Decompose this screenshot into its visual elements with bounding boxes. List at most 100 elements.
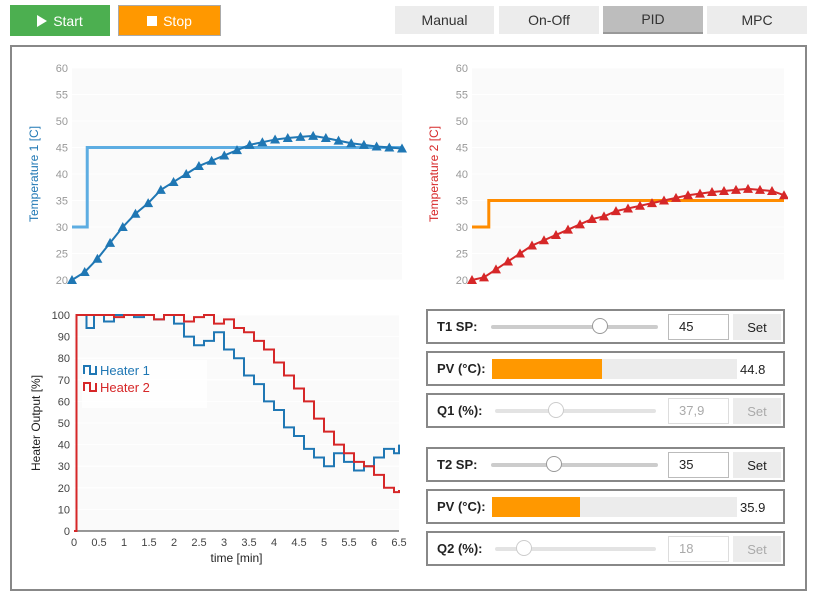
t2-sp-input[interactable]: 35 — [668, 452, 729, 478]
data-point — [193, 161, 204, 171]
x-tick-label: 0 — [71, 537, 77, 549]
t2-sp-slider-knob[interactable] — [546, 456, 563, 472]
data-point — [515, 248, 525, 258]
data-point — [219, 150, 230, 160]
pv1-label: PV (°C): — [437, 361, 486, 376]
y-tick-label: 50 — [456, 116, 468, 128]
x-tick-label: 0.5 — [91, 537, 106, 549]
mode-tab-label: On-Off — [528, 12, 570, 28]
t1-sp-slider[interactable] — [491, 318, 658, 334]
data-point — [539, 235, 549, 245]
mode-tab-manual[interactable]: Manual — [395, 6, 494, 34]
y-tick-label: 45 — [56, 143, 68, 155]
data-point — [105, 237, 116, 247]
y-axis-label: Temperature 1 [C] — [27, 126, 41, 222]
data-point — [779, 190, 788, 200]
t1-sp-set-button[interactable]: Set — [733, 314, 781, 340]
q1-slider[interactable] — [495, 402, 656, 418]
t1-sp-slider-knob[interactable] — [591, 318, 608, 334]
legend-box — [82, 360, 207, 408]
pv1-value: 44.8 — [740, 362, 766, 377]
t1-sp-input[interactable]: 45 — [668, 314, 729, 340]
q1-label: Q1 (%): — [437, 403, 483, 418]
y-tick-label: 70 — [58, 375, 70, 387]
data-point — [270, 134, 281, 144]
main-panel — [10, 45, 807, 591]
data-point — [257, 137, 268, 147]
q1-set-button[interactable]: Set — [733, 398, 781, 424]
mode-tab-mpc[interactable]: MPC — [707, 6, 807, 34]
stop-button[interactable]: Stop — [118, 5, 221, 36]
pv1-bar — [492, 359, 737, 379]
y-tick-label: 50 — [56, 116, 68, 128]
x-tick-label: 6 — [371, 537, 377, 549]
x-tick-label: 3 — [221, 537, 227, 549]
pv1-bar-fill — [492, 359, 603, 379]
q1-row: Q1 (%): 37,9 Set — [426, 393, 785, 428]
data-point — [384, 142, 395, 152]
pv2-bar — [492, 497, 737, 517]
mode-tab-on-off[interactable]: On-Off — [499, 6, 599, 34]
y-tick-label: 30 — [456, 222, 468, 234]
x-tick-label: 4.5 — [291, 537, 306, 549]
data-point — [707, 187, 717, 197]
data-point — [575, 219, 585, 229]
data-point — [143, 198, 154, 208]
q2-slider[interactable] — [495, 540, 656, 556]
data-point — [611, 206, 621, 216]
mode-tab-label: Manual — [421, 12, 468, 28]
q2-row: Q2 (%): 18 Set — [426, 531, 785, 566]
mode-tab-pid[interactable]: PID — [603, 6, 703, 34]
y-tick-label: 25 — [456, 249, 468, 261]
data-point — [671, 192, 681, 202]
q2-slider-knob[interactable] — [515, 540, 532, 556]
q1-input[interactable]: 37,9 — [668, 398, 729, 424]
y-tick-label: 60 — [58, 396, 70, 408]
play-icon — [37, 14, 48, 27]
pv2-label: PV (°C): — [437, 499, 486, 514]
y-tick-label: 35 — [456, 196, 468, 208]
pv1-row: PV (°C): 44.8 — [426, 351, 785, 386]
q2-set-button[interactable]: Set — [733, 536, 781, 562]
y-tick-label: 40 — [456, 169, 468, 181]
data-point — [563, 224, 573, 234]
q2-input[interactable]: 18 — [668, 536, 729, 562]
data-point — [168, 176, 179, 186]
series-line — [472, 199, 784, 229]
temperature-2-chart: 20 25 30 35 40 45 50 55 60 Temperature 2 [C] — [427, 63, 788, 287]
y-tick-label: 40 — [58, 440, 70, 452]
y-tick-label: 100 — [52, 310, 70, 322]
y-tick-label: 40 — [56, 169, 68, 181]
legend-swatch — [83, 382, 97, 392]
t2-sp-slider[interactable] — [491, 456, 658, 472]
data-point — [695, 188, 705, 198]
x-tick-label: 5.5 — [341, 537, 356, 549]
heater-output-chart: 0 10 20 30 40 50 60 70 80 90 100 0 0.5 1 1.5 2 2.5 3 3.5 4 4… — [29, 310, 407, 565]
series-line — [74, 314, 400, 532]
data-point — [117, 222, 128, 231]
start-button[interactable]: Start — [10, 5, 110, 36]
y-axis-label: Heater Output [%] — [29, 375, 43, 471]
data-point — [551, 229, 561, 239]
q1-slider-knob[interactable] — [548, 402, 565, 418]
y-axis-label: Temperature 2 [C] — [427, 126, 441, 222]
y-tick-label: 60 — [56, 63, 68, 75]
q2-label: Q2 (%): — [437, 541, 483, 556]
data-point — [659, 195, 669, 205]
data-point — [397, 143, 407, 153]
data-point — [623, 203, 633, 213]
data-point — [371, 141, 382, 151]
y-tick-label: 90 — [58, 332, 70, 344]
data-point — [467, 275, 477, 284]
y-tick-label: 0 — [64, 526, 70, 538]
data-point — [767, 185, 777, 195]
y-tick-label: 45 — [456, 143, 468, 155]
data-point — [635, 200, 645, 210]
t2-sp-label: T2 SP: — [437, 457, 478, 472]
data-point — [320, 132, 331, 142]
data-point — [587, 214, 597, 224]
y-tick-label: 50 — [58, 418, 70, 430]
start-label: Start — [53, 12, 83, 29]
t2-sp-set-button[interactable]: Set — [733, 452, 781, 478]
data-point — [599, 211, 609, 221]
